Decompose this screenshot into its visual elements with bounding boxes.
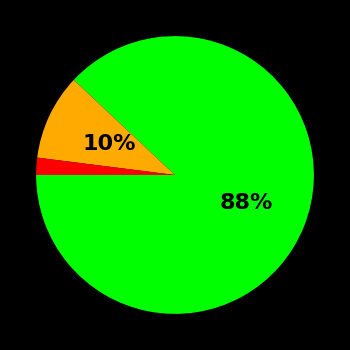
Text: 88%: 88%: [219, 193, 273, 213]
Wedge shape: [36, 36, 314, 314]
Wedge shape: [36, 158, 175, 175]
Text: 10%: 10%: [83, 134, 136, 154]
Wedge shape: [37, 80, 175, 175]
